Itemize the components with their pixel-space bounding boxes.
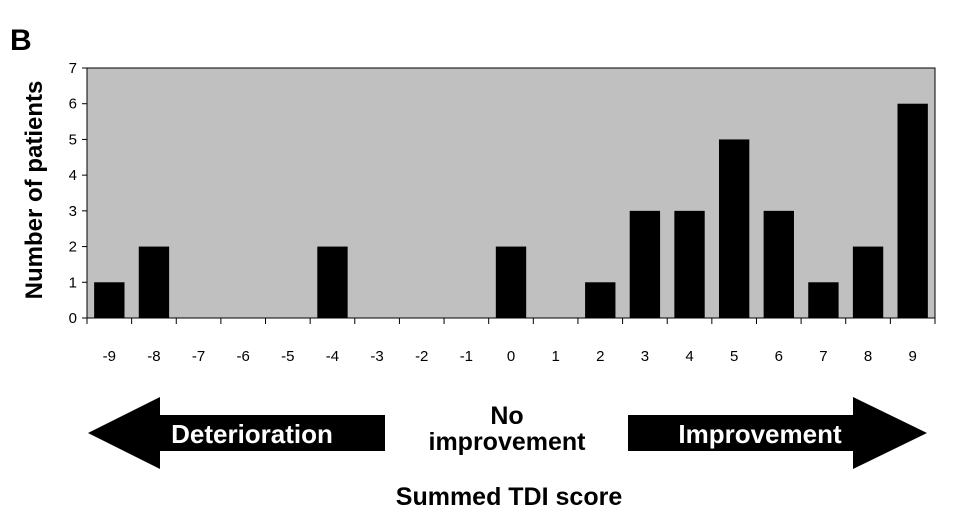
bar-9 [897,103,928,318]
x-tick-label: 1 [551,348,559,365]
y-tick-label: 2 [69,239,77,256]
x-tick-label: 4 [685,348,693,365]
panel-label: B [10,24,32,57]
x-tick-label: 7 [819,348,827,365]
x-tick-label: -5 [281,348,294,365]
bar-2 [585,282,616,318]
x-tick-label: -1 [460,348,473,365]
x-tick-label: 6 [775,348,783,365]
x-axis: -9 -8 -7 -6 -5 -4 -3 -2 -1 0 1 2 3 4 5 6 7 8 9 [86,318,936,365]
bar-8 [852,246,884,318]
x-tick-label: -6 [237,348,250,365]
y-tick-label: 5 [69,131,77,148]
bar-4 [674,210,705,318]
y-tick-label: 4 [69,167,77,184]
y-tick-label: 3 [69,203,77,220]
x-tick-label: 5 [730,348,738,365]
x-tick-label: -2 [415,348,428,365]
bar-5 [718,139,750,318]
no-improvement-line2: improvement [429,428,587,456]
improvement-arrow [628,397,927,469]
bar--4 [317,246,348,318]
deterioration-label: Deterioration [171,419,333,449]
x-tick-label: -8 [147,348,160,365]
x-tick-label: -4 [326,348,339,365]
y-tick-label: 1 [69,274,77,291]
deterioration-arrow [88,397,385,469]
y-axis-title: Number of patients [21,81,48,300]
y-tick-label: 0 [69,310,77,327]
y-tick-label: 6 [69,96,77,113]
bar-3 [629,210,661,318]
x-tick-label: -7 [192,348,205,365]
y-tick-label: 7 [69,60,77,77]
x-tick-label: 0 [507,348,515,365]
no-improvement-line1: No [490,402,523,430]
bar-6 [763,210,794,318]
x-axis-title: Summed TDI score [396,483,623,511]
x-tick-label: -9 [103,348,116,365]
bar-0 [495,246,527,318]
bar--8 [138,246,170,318]
x-tick-label: 8 [864,348,872,365]
bar--9 [94,282,125,318]
bar-series [94,103,928,318]
x-tick-label: -3 [370,348,383,365]
x-tick-label: 9 [909,348,917,365]
x-tick-label: 2 [596,348,604,365]
y-axis: 0 1 2 3 4 5 6 7 [69,60,87,327]
bar-7 [808,282,839,318]
x-tick-label: 3 [641,348,649,365]
improvement-label: Improvement [678,419,842,449]
